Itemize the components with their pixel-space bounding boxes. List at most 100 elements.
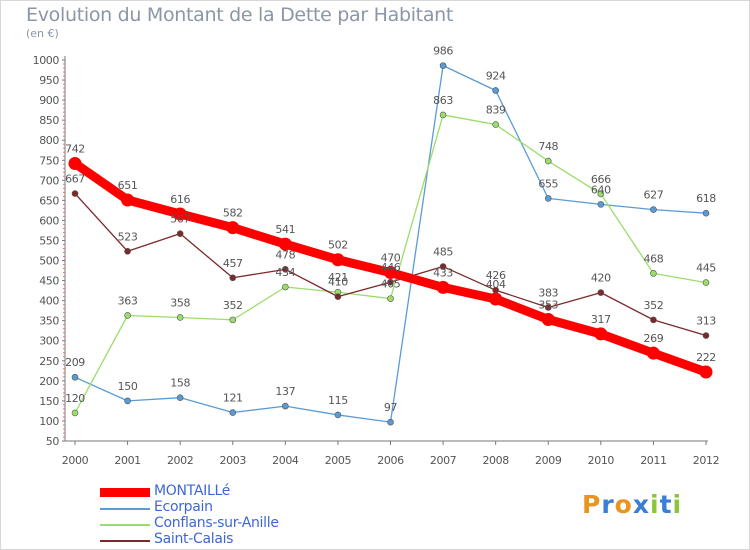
logo-letter: i	[650, 490, 660, 519]
legend-label-conflans: Conflans-sur-Anille	[154, 515, 279, 531]
logo-letter: r	[601, 490, 615, 519]
proxiti-logo: Proxiti	[582, 490, 682, 519]
legend-swatch-saint-calais	[100, 540, 150, 542]
data-label-1-12: 618	[696, 192, 716, 205]
series-point-2-3	[229, 316, 237, 324]
x-tick-label-2002: 2002	[167, 454, 193, 467]
y-tick-label-750: 750	[39, 154, 59, 167]
x-tick-label-2008: 2008	[482, 454, 509, 467]
y-tick-label-50: 50	[46, 435, 60, 448]
data-label-0-0: 742	[65, 142, 85, 155]
data-label-0-12: 222	[696, 351, 716, 364]
y-tick-label-200: 200	[39, 375, 59, 388]
data-label-1-8: 924	[486, 69, 506, 82]
data-label-0-11: 269	[644, 332, 664, 345]
series-point-2-10	[597, 190, 605, 198]
y-tick-label-400: 400	[39, 295, 59, 308]
series-point-0-11	[646, 346, 660, 360]
series-point-1-2	[176, 394, 184, 401]
x-tick-label-2010: 2010	[588, 454, 615, 467]
data-label-2-2: 358	[170, 296, 190, 309]
data-label-0-3: 582	[223, 207, 243, 220]
series-point-3-10	[597, 289, 605, 296]
data-label-2-5: 421	[328, 271, 348, 284]
legend-swatch-conflans	[100, 524, 150, 526]
series-point-2-7	[439, 111, 447, 119]
data-label-2-8: 839	[486, 104, 506, 117]
y-tick-label-700: 700	[39, 174, 59, 187]
data-label-2-3: 352	[223, 299, 243, 312]
series-point-2-11	[650, 270, 657, 277]
data-label-0-4: 541	[275, 223, 295, 236]
series-point-3-9	[544, 304, 552, 311]
series-point-0-5	[331, 253, 345, 267]
series-point-3-7	[439, 263, 447, 270]
y-tick-label-600: 600	[39, 214, 59, 227]
data-label-1-1: 150	[118, 380, 138, 393]
data-label-3-1: 523	[118, 230, 138, 243]
series-point-0-8	[489, 292, 503, 306]
data-label-3-0: 667	[65, 173, 85, 186]
x-tick-label-2009: 2009	[535, 454, 562, 467]
data-label-2-1: 363	[118, 294, 138, 307]
series-point-2-12	[702, 279, 710, 286]
series-point-1-9	[544, 195, 552, 202]
y-tick-label-450: 450	[39, 275, 59, 288]
series-point-2-9	[544, 157, 552, 165]
data-label-3-4: 478	[275, 248, 295, 261]
data-label-2-9: 748	[538, 140, 558, 153]
data-label-2-4: 434	[275, 266, 295, 279]
series-point-2-2	[176, 314, 184, 321]
data-label-2-7: 863	[433, 94, 453, 107]
data-label-3-3: 457	[223, 257, 243, 270]
data-label-2-10: 666	[591, 173, 611, 186]
series-point-3-11	[650, 316, 657, 324]
data-label-0-9: 353	[538, 298, 558, 311]
series-point-3-3	[229, 274, 237, 282]
series-point-2-6	[387, 295, 394, 302]
series-point-1-8	[492, 87, 499, 94]
legend-label-ecorpain: Ecorpain	[154, 499, 213, 515]
series-line-1	[74, 64, 707, 423]
data-label-1-0: 209	[65, 356, 85, 369]
series-point-0-6	[384, 266, 397, 280]
series-point-2-0	[71, 409, 79, 417]
chart-title: Evolution du Montant de la Dette par Hab…	[26, 4, 454, 26]
data-label-2-11: 468	[644, 252, 664, 265]
data-label-3-11: 352	[644, 299, 664, 312]
logo-letter: P	[582, 490, 602, 519]
x-tick-label-2012: 2012	[693, 454, 719, 467]
data-label-1-9: 655	[538, 177, 558, 190]
series-point-1-0	[71, 373, 79, 381]
series-point-1-11	[650, 206, 657, 213]
data-label-1-11: 627	[644, 189, 664, 202]
data-label-3-6: 446	[381, 261, 401, 274]
y-tick-label-250: 250	[39, 355, 59, 368]
y-tick-label-350: 350	[39, 315, 59, 328]
logo-letter: i	[672, 490, 683, 519]
series-point-1-1	[124, 397, 131, 405]
data-label-2-12: 445	[696, 262, 716, 275]
data-label-0-7: 433	[433, 266, 453, 279]
y-tick-label-650: 650	[39, 194, 59, 207]
series-point-0-10	[594, 327, 608, 341]
x-tick-label-2004: 2004	[272, 454, 299, 467]
y-tick-label-950: 950	[39, 74, 59, 87]
data-label-0-2: 616	[170, 193, 190, 206]
series-point-2-1	[124, 312, 131, 319]
data-label-3-7: 485	[433, 246, 453, 259]
y-tick-label-850: 850	[39, 114, 59, 127]
data-label-0-8: 404	[486, 278, 506, 291]
series-point-1-10	[597, 201, 605, 208]
series-point-0-1	[121, 193, 135, 207]
series-point-3-5	[334, 293, 342, 300]
y-tick-label-800: 800	[39, 134, 59, 147]
series-point-0-9	[541, 312, 555, 326]
legend-label-saint-calais: Saint-Calais	[154, 531, 234, 547]
y-tick-label-500: 500	[39, 255, 59, 268]
data-label-0-6: 470	[381, 252, 401, 265]
legend-label-montaille: MONTAILLé	[154, 483, 231, 499]
data-label-3-2: 567	[170, 213, 190, 226]
data-label-1-10: 640	[591, 183, 611, 196]
data-label-2-6: 405	[381, 278, 401, 291]
